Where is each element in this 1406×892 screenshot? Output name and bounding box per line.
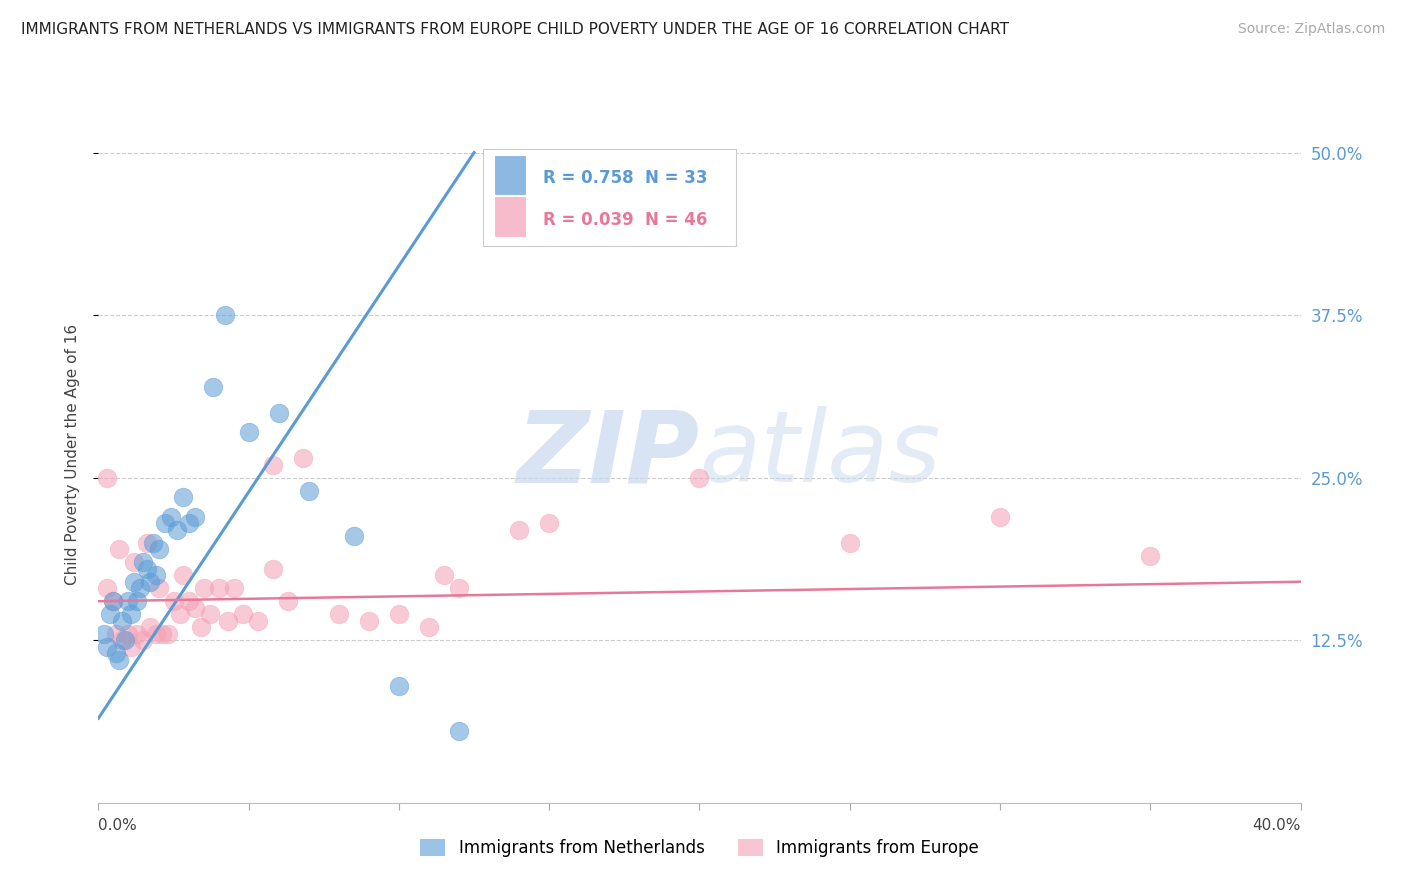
Point: [388, 607, 411, 622]
Point: [222, 581, 245, 595]
Point: [447, 724, 470, 739]
Point: [138, 620, 160, 634]
Point: [169, 607, 191, 622]
Point: [433, 568, 456, 582]
Point: [105, 626, 128, 640]
Point: [198, 607, 221, 622]
Point: [145, 568, 167, 582]
Point: [121, 640, 143, 654]
Point: [238, 425, 260, 439]
Point: [277, 594, 299, 608]
Point: [159, 509, 181, 524]
Point: [96, 640, 118, 654]
Point: [117, 594, 139, 608]
Point: [114, 633, 136, 648]
Point: [291, 451, 314, 466]
Point: [298, 483, 321, 498]
Point: [156, 626, 179, 640]
Legend: Immigrants from Netherlands, Immigrants from Europe: Immigrants from Netherlands, Immigrants …: [413, 832, 986, 864]
Point: [132, 555, 155, 569]
Point: [267, 406, 290, 420]
Point: [172, 568, 194, 582]
Point: [100, 607, 122, 622]
Point: [103, 594, 125, 608]
Point: [343, 529, 366, 543]
Point: [183, 600, 205, 615]
Point: [328, 607, 350, 622]
Point: [111, 614, 134, 628]
Point: [108, 542, 131, 557]
Point: [111, 633, 134, 648]
Point: [127, 626, 149, 640]
Text: N = 46: N = 46: [645, 211, 707, 228]
Point: [103, 594, 125, 608]
Point: [689, 471, 711, 485]
Point: [129, 581, 152, 595]
Point: [93, 626, 115, 640]
Point: [153, 516, 176, 531]
Point: [138, 574, 160, 589]
Point: [148, 542, 170, 557]
Text: IMMIGRANTS FROM NETHERLANDS VS IMMIGRANTS FROM EUROPE CHILD POVERTY UNDER THE AG: IMMIGRANTS FROM NETHERLANDS VS IMMIGRANT…: [21, 22, 1010, 37]
Point: [108, 653, 131, 667]
Point: [208, 581, 231, 595]
Text: N = 33: N = 33: [645, 169, 707, 187]
Text: Source: ZipAtlas.com: Source: ZipAtlas.com: [1237, 22, 1385, 37]
Point: [148, 581, 170, 595]
Text: R = 0.758: R = 0.758: [543, 169, 634, 187]
Point: [127, 594, 149, 608]
Point: [246, 614, 269, 628]
Point: [177, 516, 200, 531]
Point: [117, 626, 139, 640]
Point: [183, 509, 205, 524]
Point: [135, 535, 157, 549]
Point: [232, 607, 254, 622]
Point: [262, 458, 284, 472]
Point: [150, 626, 173, 640]
Point: [124, 555, 146, 569]
Bar: [484, 149, 735, 246]
Point: [217, 614, 239, 628]
Text: 40.0%: 40.0%: [1253, 818, 1301, 833]
Point: [166, 523, 188, 537]
Point: [538, 516, 561, 531]
Text: R = 0.039: R = 0.039: [543, 211, 634, 228]
Text: ZIP: ZIP: [516, 407, 700, 503]
Point: [172, 490, 194, 504]
Point: [190, 620, 212, 634]
Point: [193, 581, 215, 595]
Point: [96, 471, 118, 485]
Point: [124, 574, 146, 589]
Point: [838, 535, 860, 549]
Text: 0.0%: 0.0%: [98, 818, 138, 833]
Point: [214, 308, 236, 322]
Point: [508, 523, 530, 537]
Bar: [495, 197, 526, 235]
Y-axis label: Child Poverty Under the Age of 16: Child Poverty Under the Age of 16: [65, 325, 80, 585]
Point: [177, 594, 200, 608]
Point: [388, 679, 411, 693]
Point: [988, 509, 1011, 524]
Point: [96, 581, 118, 595]
Point: [121, 607, 143, 622]
Point: [135, 562, 157, 576]
Point: [141, 535, 163, 549]
Point: [201, 379, 224, 393]
Point: [447, 581, 470, 595]
Point: [145, 626, 167, 640]
Point: [262, 562, 284, 576]
Point: [162, 594, 184, 608]
Point: [1139, 549, 1161, 563]
Bar: [495, 156, 526, 194]
Text: atlas: atlas: [700, 407, 941, 503]
Point: [357, 614, 380, 628]
Point: [105, 646, 128, 660]
Point: [132, 633, 155, 648]
Point: [418, 620, 440, 634]
